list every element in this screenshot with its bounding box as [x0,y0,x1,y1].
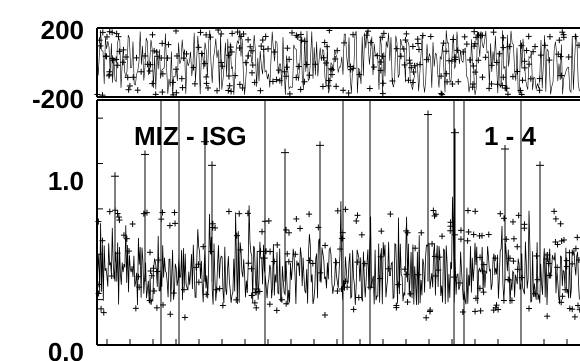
top-ytick-label-max: 200 [41,15,84,45]
top-series-line [96,29,580,96]
top-ytick-label-min: -200 [32,84,84,114]
bottom-panel [95,99,580,346]
bottom-ytick-label-min: 0.0 [48,337,84,361]
annotation-station-pair: MIZ - ISG [134,121,247,151]
top-panel [94,26,580,99]
annotation-range: 1 - 4 [484,121,537,151]
bottom-series-line [96,196,580,306]
bottom-ytick-label-max: 1.0 [48,166,84,196]
labels: 200 -200 1.0 0.0 MIZ - ISG 1 - 4 [32,15,537,361]
